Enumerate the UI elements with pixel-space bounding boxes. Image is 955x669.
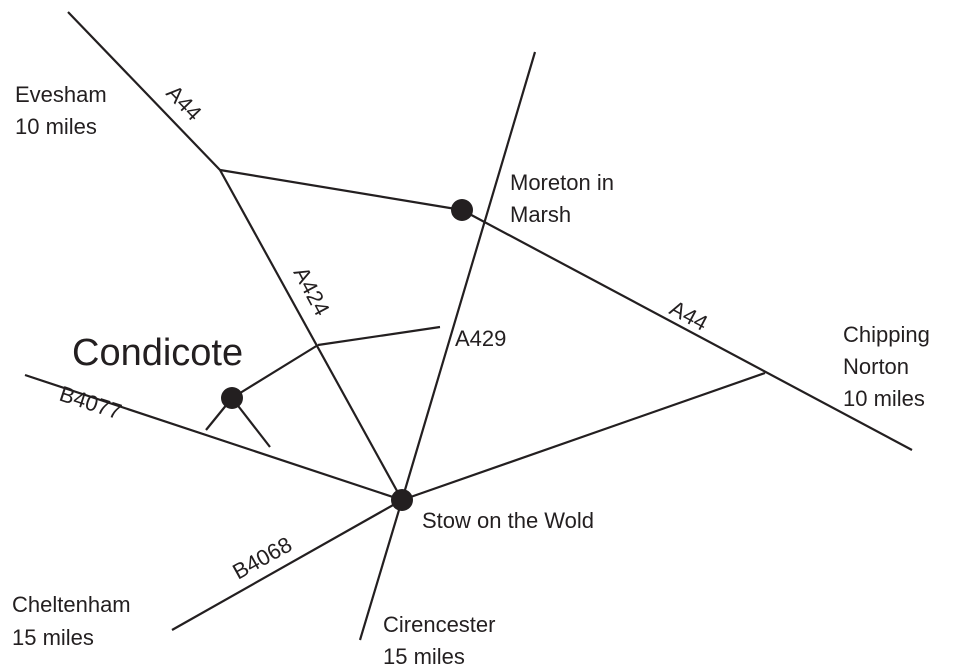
road-label: A429 [455,326,506,351]
road [231,344,319,399]
place-label: Stow on the Wold [422,508,594,533]
road [400,51,537,501]
place-label: 15 miles [383,644,465,669]
place-label: 10 miles [843,386,925,411]
road-label: B4077 [56,381,124,424]
town-dot [391,489,413,511]
road [171,499,403,631]
towns [221,199,473,511]
town-dot [221,387,243,409]
road [219,169,403,501]
place-labels: Evesham 10 miles Moreton in Marsh Chippi… [12,82,930,669]
place-label: Cirencester [383,612,495,637]
road [67,11,221,171]
place-label: 10 miles [15,114,97,139]
road-label: A424 [289,263,335,320]
road [24,373,403,502]
road [219,168,463,212]
place-label: Norton [843,354,909,379]
town-dot [451,199,473,221]
roads [24,11,913,641]
road-label: A44 [161,80,206,126]
place-label: Chipping [843,322,930,347]
place-label: 15 miles [12,625,94,650]
road [461,209,913,451]
place-label: Moreton in [510,170,614,195]
road [401,371,766,502]
place-label: Cheltenham [12,592,131,617]
place-label: Evesham [15,82,107,107]
place-label: Condicote [72,332,243,374]
road [358,499,404,641]
road [317,325,441,347]
road-label: B4068 [228,532,296,585]
place-label: Marsh [510,202,571,227]
